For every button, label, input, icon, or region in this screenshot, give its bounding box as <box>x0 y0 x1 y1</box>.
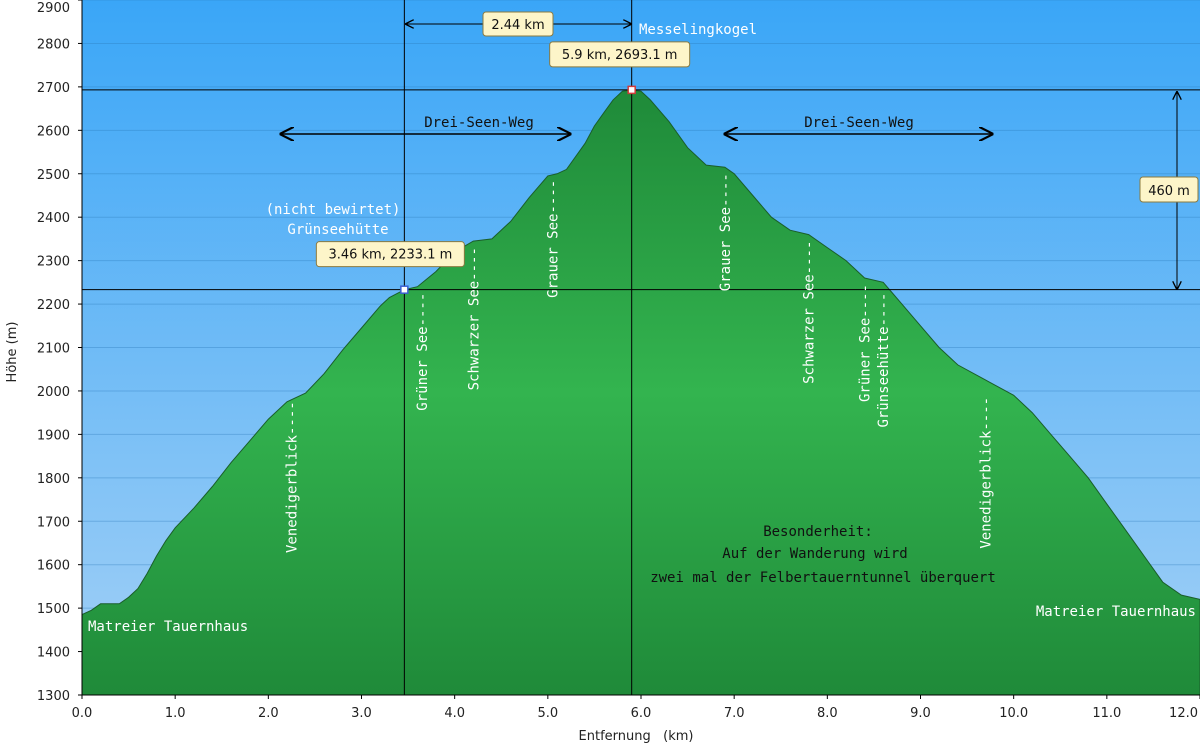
hut-note-label: (nicht bewirtet) <box>266 202 401 218</box>
height-callout: 460 m <box>1148 184 1190 199</box>
y-tick-label-15: 2800 <box>37 37 70 52</box>
peak-label: Messelingkogel <box>639 22 757 38</box>
distance-callout: 2.44 km <box>491 18 544 33</box>
trail-label-left: Drei-Seen-Weg <box>424 115 534 131</box>
y-tick-label-9: 2200 <box>37 298 70 313</box>
waypoint-label-0: Venedigerblick---- <box>285 401 301 553</box>
marker-callout-0: 3.46 km, 2233.1 m <box>328 248 452 263</box>
start-label: Matreier Tauernhaus <box>88 619 248 635</box>
end-label: Matreier Tauernhaus <box>1036 604 1196 620</box>
remark-line-2: zwei mal der Felbertauerntunnel überquer… <box>650 570 996 586</box>
y-tick-label-2: 1500 <box>37 602 70 617</box>
y-tick-label-1: 1400 <box>37 646 70 661</box>
waypoint-labels: Venedigerblick---- Grüner See---- Schwarze… <box>285 173 995 553</box>
marker-callout-1: 5.9 km, 2693.1 m <box>562 48 678 63</box>
y-tick-label-11: 2400 <box>37 211 70 226</box>
x-axis-title: Entfernung (km) <box>579 729 694 744</box>
hut-label: Grünseehütte <box>287 222 388 238</box>
y-ticks: 1300 1400 1500 1600 1700 1800 1900 2000 2100 2200… <box>37 0 82 704</box>
y-tick-label-10: 2300 <box>37 255 70 270</box>
height-callout-box <box>1139 176 1199 203</box>
marker-point-0 <box>400 285 409 294</box>
x-tick-label-0: 0.0 <box>72 706 93 721</box>
waypoint-label-5: Schwarzer See---- <box>802 241 818 384</box>
x-tick-label-7: 7.0 <box>724 706 745 721</box>
x-tick-label-2: 2.0 <box>258 706 279 721</box>
marker-point-1 <box>627 85 636 95</box>
elevation-area <box>81 89 1200 696</box>
x-tick-label-11: 11.0 <box>1092 706 1121 721</box>
waypoint-label-4: Grauer See---- <box>718 173 734 291</box>
waypoint-label-6: Grüner See---- <box>858 284 874 402</box>
y-tick-label-5: 1800 <box>37 472 70 487</box>
y-tick-label-8: 2100 <box>37 342 70 357</box>
marker-callout-box-0 <box>315 241 465 268</box>
y-tick-label-16: 2900 <box>37 1 70 16</box>
measurements: 2.44 km 460 m <box>406 11 1199 289</box>
x-tick-label-12: 12.0 <box>1169 706 1198 721</box>
y-tick-label-12: 2500 <box>37 168 70 183</box>
y-tick-label-7: 2000 <box>37 385 70 400</box>
x-tick-label-4: 4.0 <box>444 706 465 721</box>
y-axis-title: Höhe (m) <box>5 322 20 383</box>
y-tick-label-13: 2600 <box>37 124 70 139</box>
guide-lines <box>82 0 1200 695</box>
waypoint-label-8: Venedigerblick---- <box>979 397 995 549</box>
x-tick-label-1: 1.0 <box>165 706 186 721</box>
distance-callout-box <box>482 11 554 37</box>
waypoint-label-3: Grauer See---- <box>546 180 562 298</box>
y-tick-label-4: 1700 <box>37 515 70 530</box>
waypoint-label-7: Grünseehütte---- <box>876 293 892 428</box>
x-ticks: 0.0 1.0 2.0 3.0 4.0 5.0 6.0 7.0 8.0 9.0 10.0 11.0 12… <box>72 695 1200 721</box>
x-tick-label-9: 9.0 <box>910 706 931 721</box>
waypoint-label-2: Schwarzer See---- <box>466 247 482 390</box>
annotations: Messelingkogel (nicht bewirtet) Grünseeh… <box>88 22 1196 635</box>
x-tick-label-6: 6.0 <box>631 706 652 721</box>
y-tick-label-3: 1600 <box>37 559 70 574</box>
y-tick-label-6: 1900 <box>37 428 70 443</box>
y-tick-label-14: 2700 <box>37 81 70 96</box>
markers: 3.46 km, 2233.1 m 5.9 km, 2693.1 m <box>315 41 691 294</box>
y-tick-label-0: 1300 <box>37 689 70 704</box>
remark-line-1: Auf der Wanderung wird <box>722 546 907 562</box>
x-tick-label-5: 5.0 <box>537 706 558 721</box>
waypoint-label-1: Grüner See---- <box>415 293 431 411</box>
x-tick-label-3: 3.0 <box>351 706 372 721</box>
remark-title: Besonderheit: <box>763 524 873 540</box>
trail-label-right: Drei-Seen-Weg <box>804 115 914 131</box>
x-tick-label-8: 8.0 <box>817 706 838 721</box>
x-tick-label-10: 10.0 <box>999 706 1028 721</box>
marker-callout-box-1 <box>549 41 691 68</box>
